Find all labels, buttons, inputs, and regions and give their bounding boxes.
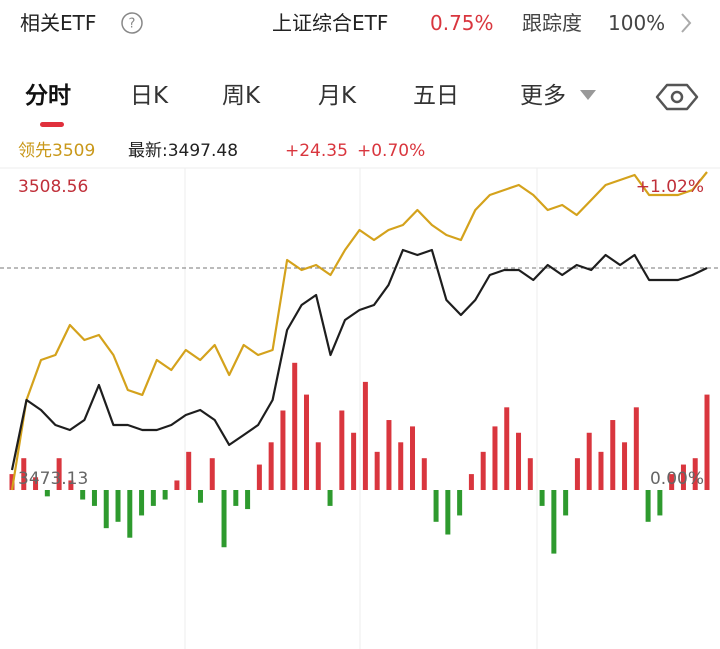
bar bbox=[457, 490, 463, 516]
bar bbox=[256, 464, 262, 490]
help-icon-glyph: ? bbox=[129, 17, 136, 32]
settings-icon-center bbox=[670, 90, 684, 104]
more-arrow bbox=[580, 90, 596, 100]
bar bbox=[315, 442, 321, 490]
bar bbox=[445, 490, 451, 535]
help-icon[interactable] bbox=[121, 12, 143, 34]
bar bbox=[339, 410, 345, 490]
bar bbox=[162, 490, 168, 500]
bar bbox=[327, 490, 333, 506]
latest-label: 最新:3497.48 bbox=[128, 141, 239, 161]
bar bbox=[280, 410, 286, 490]
pct-tick-label: 0.00% bbox=[650, 469, 704, 489]
bar bbox=[480, 451, 486, 490]
bar bbox=[44, 490, 50, 497]
tracking-value: 100% bbox=[608, 11, 666, 35]
bar bbox=[9, 474, 15, 490]
bar bbox=[268, 442, 274, 490]
tab[interactable]: 日K bbox=[130, 83, 169, 109]
bar bbox=[692, 458, 698, 490]
bar bbox=[516, 432, 522, 490]
bar bbox=[398, 442, 404, 490]
bar bbox=[33, 477, 39, 490]
bar bbox=[362, 381, 368, 490]
bar bbox=[127, 490, 133, 538]
bar bbox=[527, 458, 533, 490]
tab[interactable]: 周K bbox=[222, 83, 261, 109]
bar bbox=[633, 407, 639, 490]
y-tick-label: 3473.13 bbox=[18, 469, 88, 489]
tab[interactable]: 更多 bbox=[520, 83, 566, 109]
chevron[interactable] bbox=[681, 13, 692, 33]
bar bbox=[657, 490, 663, 516]
y-tick-label: 3508.56 bbox=[18, 177, 88, 197]
bar bbox=[421, 458, 427, 490]
bar bbox=[492, 426, 498, 490]
settings-icon[interactable] bbox=[655, 83, 699, 111]
bar bbox=[115, 490, 121, 522]
etf-name: 上证综合ETF bbox=[272, 11, 389, 35]
bar bbox=[221, 490, 227, 548]
bar bbox=[622, 442, 628, 490]
bar bbox=[21, 458, 27, 490]
change-label: +24.35 bbox=[285, 141, 348, 161]
bar bbox=[669, 474, 675, 490]
bar bbox=[303, 394, 309, 490]
header-title: 相关ETF bbox=[20, 11, 97, 35]
bar bbox=[539, 490, 545, 506]
tab-underline bbox=[40, 122, 64, 127]
bar bbox=[433, 490, 439, 522]
bar bbox=[704, 394, 710, 490]
bar bbox=[186, 451, 192, 490]
bar bbox=[598, 451, 604, 490]
bar bbox=[563, 490, 569, 516]
price-line bbox=[10, 248, 708, 471]
bar bbox=[233, 490, 239, 506]
tab[interactable]: 五日 bbox=[413, 83, 459, 109]
bar bbox=[468, 474, 474, 490]
bar bbox=[245, 490, 251, 510]
tab[interactable]: 分时 bbox=[25, 83, 71, 109]
pct-tick-label: +1.02% bbox=[636, 177, 704, 197]
etf-change: 0.75% bbox=[430, 11, 494, 35]
bar bbox=[80, 490, 86, 500]
bar bbox=[174, 480, 180, 490]
bar bbox=[351, 432, 357, 490]
bar bbox=[209, 458, 215, 490]
bar bbox=[586, 432, 592, 490]
bar bbox=[386, 420, 392, 490]
bar bbox=[574, 458, 580, 490]
tracking-label: 跟踪度 bbox=[522, 11, 582, 35]
bar bbox=[139, 490, 145, 516]
bar bbox=[91, 490, 97, 506]
change-pct-label: +0.70% bbox=[357, 141, 426, 161]
price-line bbox=[10, 171, 708, 491]
bar bbox=[551, 490, 557, 554]
bar bbox=[374, 451, 380, 490]
bar bbox=[103, 490, 109, 529]
bar bbox=[150, 490, 156, 506]
bar bbox=[68, 480, 74, 490]
bar bbox=[504, 407, 510, 490]
bar bbox=[56, 458, 62, 490]
bar bbox=[610, 420, 616, 490]
lead-label: 领先3509 bbox=[18, 141, 96, 161]
bar bbox=[292, 362, 298, 490]
bar bbox=[197, 490, 203, 503]
bar bbox=[410, 426, 416, 490]
bar bbox=[645, 490, 651, 522]
tab[interactable]: 月K bbox=[318, 83, 357, 109]
bar bbox=[680, 464, 686, 490]
